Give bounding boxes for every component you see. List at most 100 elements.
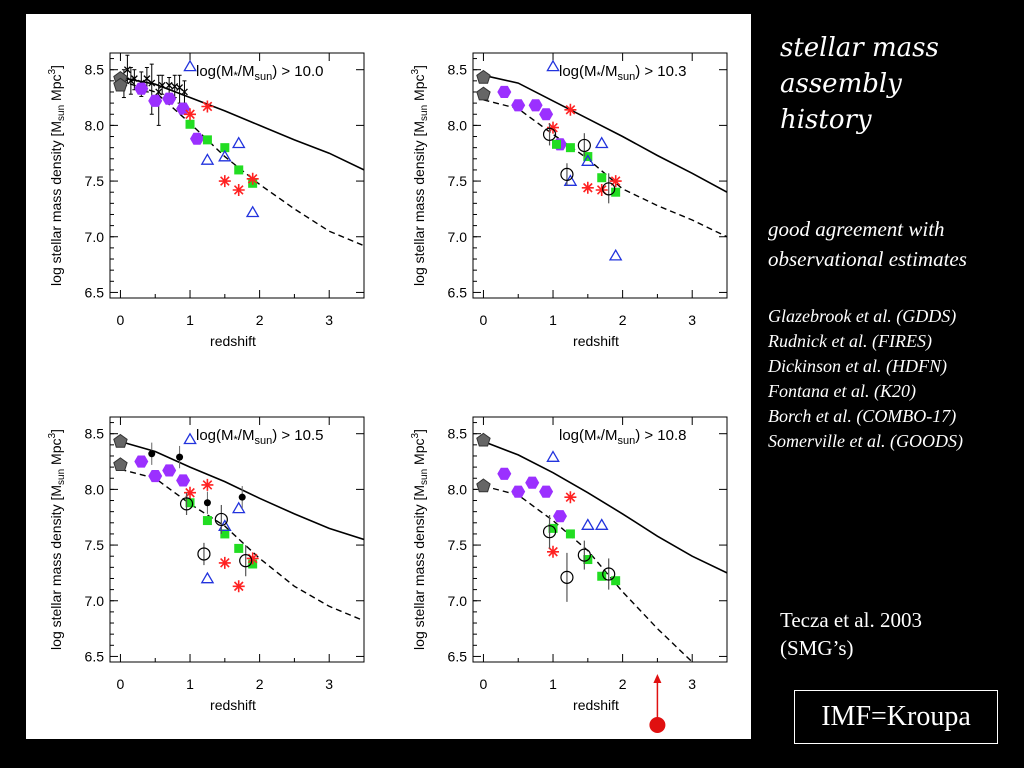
- mass-cut-label-part: log(M: [196, 63, 234, 80]
- green-square-point: [202, 516, 212, 526]
- y-axis-label-part: log stellar mass density [M: [411, 485, 427, 650]
- error-point-marker: [158, 81, 166, 89]
- slide-title-line: assembly: [780, 69, 902, 99]
- plot-frame: [472, 52, 728, 299]
- x-axis-label: redshift: [210, 333, 256, 349]
- open-circle-point: [239, 554, 253, 568]
- blue-triangle-point: [218, 149, 232, 162]
- gray-pentagon-point: [113, 433, 128, 448]
- y-tick-label: 8.5: [85, 426, 105, 442]
- red-star-point: [232, 184, 245, 196]
- purple-hexagon-point: [162, 92, 177, 105]
- y-axis-label-part: 3: [410, 69, 421, 75]
- mass-cut-label-part: *: [597, 434, 602, 446]
- open-circle-point: [577, 548, 591, 562]
- green-square-point: [597, 571, 607, 581]
- red-star-point: [232, 580, 245, 593]
- red-star-point: [595, 184, 608, 196]
- gray-pentagon-point: [476, 86, 491, 101]
- x-tick-label: 0: [117, 676, 125, 692]
- purple-hexagon-point: [539, 108, 554, 121]
- slide-title: stellar mass assembly history: [780, 30, 939, 138]
- x-tick-label: 1: [186, 312, 194, 328]
- y-tick-label: 7.0: [85, 229, 105, 245]
- blue-triangle-point: [546, 450, 560, 462]
- y-axis-label-part: ]: [48, 65, 64, 69]
- agreement-note: good agreement with observational estima…: [768, 214, 967, 274]
- open-circle-point: [179, 497, 194, 511]
- gray-pentagon-point: [476, 69, 491, 84]
- open-circle-point: [602, 182, 616, 196]
- mass-cut-label-part: sun: [617, 71, 635, 83]
- model-curve-solid: [483, 440, 727, 574]
- purple-hexagon-point: [553, 510, 567, 523]
- blue-triangle-point: [231, 501, 246, 514]
- x-tick-label: 3: [688, 312, 696, 328]
- mass-cut-label-part: /M: [601, 63, 618, 80]
- red-star-point: [246, 172, 259, 185]
- mass-cut-label-part: log(M: [559, 63, 597, 80]
- y-axis-label: log stellar mass density [Msun Mpc3]: [47, 429, 67, 650]
- y-tick-label: 8.0: [448, 481, 468, 497]
- green-square-point: [565, 529, 575, 539]
- green-square-point: [611, 187, 621, 197]
- y-axis-label-part: ]: [411, 65, 427, 69]
- y-tick-label: 6.5: [448, 284, 468, 300]
- y-tick-label: 7.5: [85, 173, 105, 189]
- mass-cut-label-part: ) > 10.0: [272, 63, 323, 80]
- chart-figure: 0 1 2 3 6.5 7.0 7.5 8.0 8.5 redshift log stellar m…: [47, 52, 728, 733]
- red-star-point: [547, 545, 559, 558]
- purple-hexagon-point: [162, 464, 177, 477]
- purple-hexagon-point: [511, 99, 526, 112]
- purple-hexagon-point: [528, 99, 543, 112]
- red-arrow-head: [653, 674, 662, 683]
- y-tick-label: 6.5: [85, 284, 105, 300]
- blue-triangle-point: [608, 248, 623, 261]
- y-tick-label: 7.0: [448, 593, 468, 609]
- reference-item: Rudnick et al. (FIRES): [768, 331, 932, 351]
- red-star-point: [184, 486, 196, 499]
- slide-title-line: history: [780, 105, 872, 135]
- black-dot-point: [176, 453, 184, 461]
- black-dot-point: [148, 450, 156, 458]
- green-square-point: [202, 135, 212, 145]
- y-axis-label-part: sun: [56, 105, 67, 121]
- y-axis-label-part: sun: [419, 105, 430, 121]
- model-curve-dashed: [120, 468, 364, 622]
- purple-hexagon-point: [497, 467, 512, 480]
- x-tick-label: 0: [117, 312, 125, 328]
- gray-pentagon-point: [476, 432, 491, 447]
- chart-panel-4: 0 1 2 3 6.5 7.0 7.5 8.0 8.5 redshift log stellar m…: [410, 416, 728, 733]
- x-tick-label: 0: [480, 312, 488, 328]
- mass-cut-label-part: /M: [238, 427, 255, 444]
- y-tick-label: 8.0: [85, 481, 105, 497]
- open-circle-point: [602, 567, 616, 581]
- mass-cut-label-part: /M: [238, 63, 255, 80]
- y-axis-label-part: sun: [56, 469, 67, 485]
- plot-frame: [109, 52, 365, 299]
- open-circle-point: [560, 167, 574, 181]
- green-square-point: [234, 543, 244, 553]
- mass-cut-label-part: *: [234, 70, 239, 82]
- mass-cut-label-part: /M: [601, 427, 618, 444]
- black-dot-point: [203, 499, 211, 507]
- reference-item: Glazebrook et al. (GDDS): [768, 306, 957, 326]
- x-tick-label: 1: [549, 312, 557, 328]
- red-star-point: [201, 100, 214, 113]
- model-curve-dashed: [483, 99, 727, 238]
- black-dot-point: [238, 493, 246, 501]
- error-point-marker: [127, 77, 135, 85]
- mass-cut-label: log(M*/Msun) > 10.5: [196, 427, 324, 447]
- x-tick-label: 2: [256, 676, 264, 692]
- open-circle-point: [542, 525, 557, 539]
- y-tick-label: 7.5: [85, 537, 105, 553]
- y-tick-label: 8.5: [448, 62, 468, 78]
- purple-hexagon-point: [190, 132, 204, 145]
- y-tick-label: 7.0: [448, 229, 468, 245]
- tecza-line: Tecza et al. 2003: [780, 608, 922, 632]
- blue-triangle-point: [245, 205, 260, 218]
- blue-triangle-point: [183, 432, 197, 445]
- gray-pentagon-point: [476, 478, 491, 493]
- imf-label-box: IMF=Kroupa: [794, 690, 998, 744]
- y-axis-label-part: Mpc: [411, 75, 427, 105]
